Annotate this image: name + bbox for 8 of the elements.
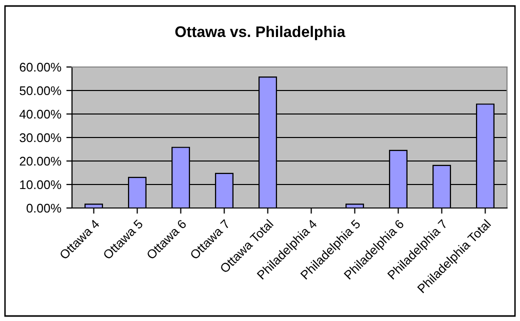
y-tick-label: 0.00% xyxy=(26,204,62,213)
y-tick-label: 50.00% xyxy=(20,86,62,96)
y-tick-label: 60.00% xyxy=(20,62,62,72)
y-tick-label: 10.00% xyxy=(20,180,62,190)
y-tick-label: 30.00% xyxy=(20,133,62,142)
y-tick-label: 40.00% xyxy=(19,110,62,119)
chart-title: Ottawa vs. Philadelphia xyxy=(175,26,346,40)
y-tick-label: 20.00% xyxy=(20,156,62,166)
